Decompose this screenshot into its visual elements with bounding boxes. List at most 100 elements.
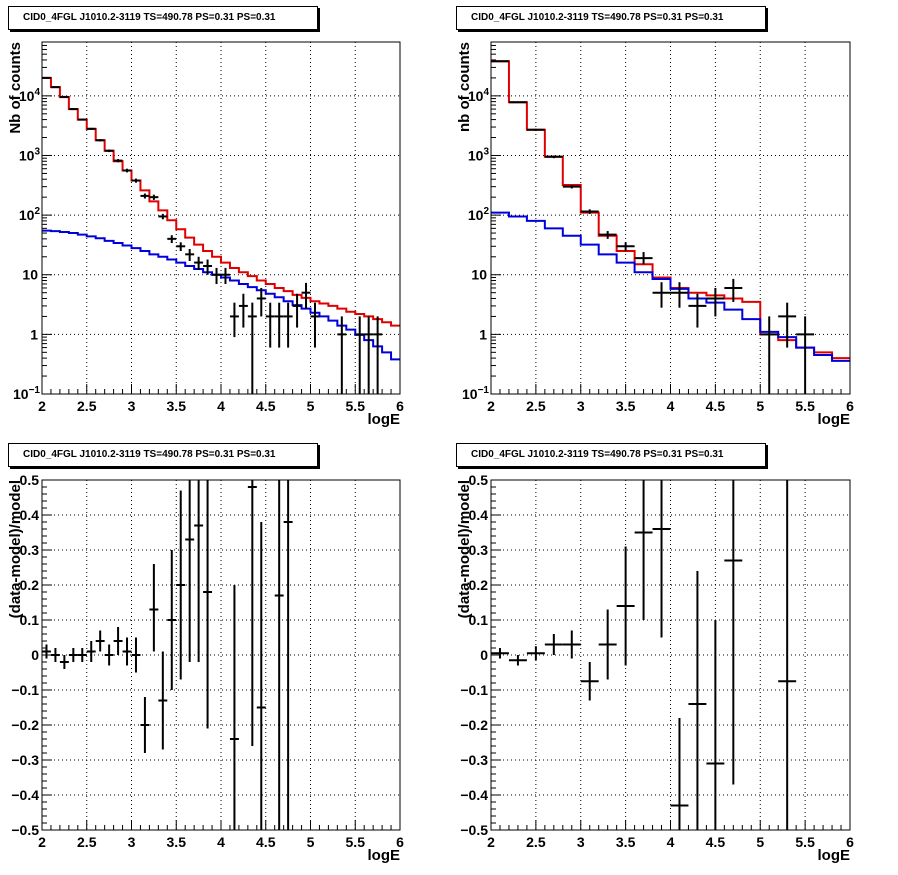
plot-panel: 2 2.5 3 3.5 4 4.5 5 5.5 6 −0.5 −0.4 −0.3 −0.2 −0.1 0 0.… <box>456 472 854 864</box>
data-point <box>652 480 671 638</box>
data-point <box>167 235 177 244</box>
data-point <box>77 648 87 662</box>
x-tick-label: 2 <box>487 834 495 850</box>
x-tick-label: 2.5 <box>77 834 97 850</box>
x-tick-label: 3.5 <box>616 834 636 850</box>
data-point <box>59 95 69 98</box>
data-point <box>140 193 150 199</box>
x-tick-label: 4.5 <box>256 834 276 850</box>
y-tick-label: 0.1 <box>20 612 40 628</box>
data-point <box>185 480 195 662</box>
x-tick-label: 4.5 <box>706 398 726 414</box>
data-point <box>86 127 96 130</box>
x-tick-label: 4 <box>667 398 675 414</box>
data-point <box>149 194 159 200</box>
x-tick-label: 3.5 <box>616 398 636 414</box>
y-tick-label: 10−1 <box>13 385 40 402</box>
data-point <box>113 159 123 163</box>
data-point <box>778 480 797 830</box>
series-group <box>42 76 400 394</box>
plot-title: CID0_4FGL J1010.2-3119 TS=490.78 PS=0.31… <box>456 443 766 467</box>
x-tick-label: 4.5 <box>256 398 276 414</box>
x-tick-label: 5 <box>307 834 315 850</box>
data-point <box>778 302 797 348</box>
data-point <box>301 282 311 309</box>
data-point <box>265 302 275 348</box>
plot-title: CID0_4FGL J1010.2-3119 TS=490.78 PS=0.31… <box>8 6 318 30</box>
data-point <box>274 302 284 348</box>
data-point <box>562 630 581 659</box>
data-point <box>229 302 239 338</box>
x-axis-label: logE <box>818 847 851 864</box>
y-axis-label: (data-model)/model <box>7 480 24 618</box>
y-tick-label: 0.3 <box>469 542 489 558</box>
data-point <box>274 480 284 830</box>
series-line <box>42 76 400 327</box>
x-tick-label: 3 <box>577 834 585 850</box>
data-point <box>526 128 545 131</box>
data-point <box>796 316 815 394</box>
data-point <box>86 641 96 662</box>
data-point <box>50 648 60 662</box>
plot-frame <box>490 479 851 831</box>
x-tick-label: 5.5 <box>346 834 366 850</box>
y-tick-label: 104 <box>19 87 41 104</box>
data-point <box>562 184 581 189</box>
y-tick-label: 1 <box>30 326 38 342</box>
data-point <box>544 634 563 655</box>
data-point <box>42 76 51 79</box>
y-tick-label: 10 <box>22 267 38 283</box>
data-point <box>373 316 383 394</box>
data-point <box>247 302 257 394</box>
data-point <box>634 480 653 620</box>
x-tick-label: 3 <box>128 834 136 850</box>
data-point <box>256 522 266 830</box>
data-point <box>221 267 230 284</box>
data-point <box>491 648 509 659</box>
data-point <box>364 316 374 394</box>
x-tick-label: 2.5 <box>526 398 546 414</box>
data-point <box>491 60 509 63</box>
data-point <box>167 550 177 690</box>
y-tick-label: −0.3 <box>11 752 39 768</box>
data-point <box>104 149 114 153</box>
x-tick-label: 5 <box>756 834 764 850</box>
y-tick-label: −0.2 <box>460 717 488 733</box>
data-point <box>140 697 150 753</box>
data-point <box>616 242 635 252</box>
y-tick-label: 1 <box>479 326 487 342</box>
data-point <box>283 302 293 348</box>
x-tick-label: 2 <box>487 398 495 414</box>
y-tick-label: 0.2 <box>469 577 489 593</box>
data-point <box>131 178 141 183</box>
y-tick-label: 0 <box>480 647 488 663</box>
data-point <box>104 644 114 666</box>
x-tick-label: 3.5 <box>167 398 187 414</box>
plot-frame <box>41 479 401 831</box>
y-axis-label: (data-model)/model <box>456 480 473 618</box>
data-point <box>706 287 725 317</box>
plot-panel: 2 2.5 3 3.5 4 4.5 5 5.5 6 10−1 1 10 102 103 104 logE nb … <box>456 41 854 428</box>
plot-panel: 2 2.5 3 3.5 4 4.5 5 5.5 6 −0.5 −0.4 −0.3 −0.2 −0.1 0 0.… <box>7 472 404 864</box>
plot-title: CID0_4FGL J1010.2-3119 TS=490.78 PS=0.31… <box>456 6 766 30</box>
y-tick-label: −0.2 <box>11 717 39 733</box>
data-point <box>77 118 87 121</box>
y-tick-label: −0.5 <box>460 822 488 838</box>
y-tick-label: 103 <box>468 146 490 163</box>
x-tick-label: 6 <box>396 398 404 414</box>
series-group <box>491 60 850 394</box>
y-tick-label: 0 <box>31 647 39 663</box>
data-point <box>68 108 78 111</box>
x-tick-label: 4.5 <box>706 834 726 850</box>
data-point <box>203 480 213 729</box>
y-tick-label: 0.2 <box>20 577 40 593</box>
data-point <box>337 316 347 394</box>
y-tick-label: 0.5 <box>469 472 489 488</box>
y-tick-label: 10−1 <box>462 385 489 402</box>
data-point <box>688 293 707 328</box>
data-point <box>194 256 204 271</box>
data-point <box>598 609 617 680</box>
x-tick-label: 4 <box>667 834 675 850</box>
data-point <box>131 637 141 673</box>
